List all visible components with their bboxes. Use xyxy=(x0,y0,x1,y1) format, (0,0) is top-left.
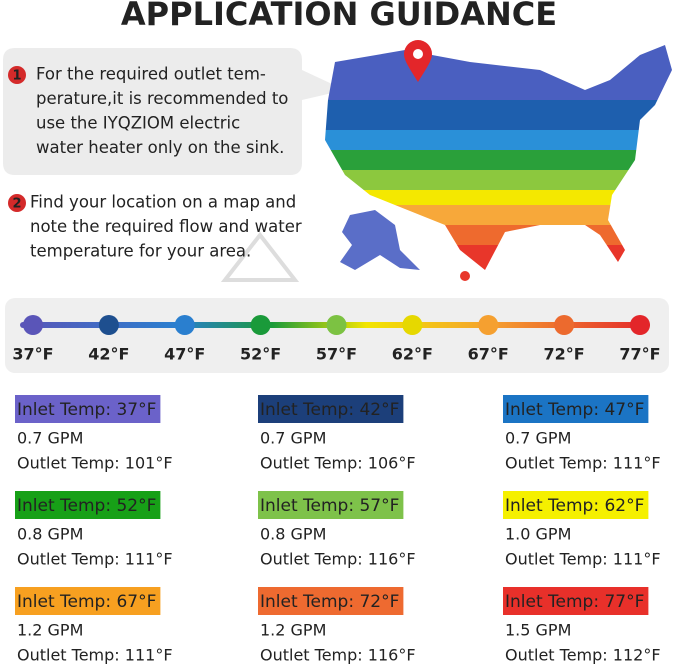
map-pin-dot xyxy=(413,49,423,59)
inlet-label-bg xyxy=(258,395,404,423)
flow: 0.7 GPM xyxy=(17,429,83,448)
inlet-label-bg xyxy=(258,491,404,519)
scale-label: 47°F xyxy=(164,345,205,364)
flow: 0.8 GPM xyxy=(260,525,326,544)
title: APPLICATION GUIDANCE xyxy=(121,0,557,33)
note-badge xyxy=(8,194,26,212)
alaska xyxy=(340,210,420,270)
note-line: perature,it is recommended to xyxy=(36,89,288,108)
note-badge xyxy=(8,66,26,84)
scale-label: 67°F xyxy=(468,345,509,364)
inlet-label: Inlet Temp: 62°F xyxy=(505,496,644,516)
note-line: water heater only on the sink. xyxy=(36,138,284,157)
inlet-label: Inlet Temp: 77°F xyxy=(505,592,644,612)
inlet-label: Inlet Temp: 52°F xyxy=(17,496,156,516)
note-line: use the IYQZIOM electric xyxy=(36,114,240,133)
map-pin xyxy=(404,40,432,82)
scale-label: 72°F xyxy=(544,345,585,364)
flow: 0.8 GPM xyxy=(17,525,83,544)
flow: 1.2 GPM xyxy=(260,621,326,640)
inlet-label-bg xyxy=(15,395,161,423)
scale-panel xyxy=(5,298,669,373)
note-line: Find your location on a map and xyxy=(30,193,296,212)
scale-label: 52°F xyxy=(240,345,281,364)
note-line: For the required outlet tem- xyxy=(36,65,266,84)
outlet-temp: Outlet Temp: 116°F xyxy=(260,646,416,665)
scale-dot xyxy=(174,315,195,335)
scale-label: 62°F xyxy=(392,345,433,364)
flow: 1.0 GPM xyxy=(505,525,571,544)
note-line: temperature for your area. xyxy=(30,242,251,261)
hawaii xyxy=(460,271,470,281)
inlet-label-bg xyxy=(15,491,161,519)
inlet-label-bg xyxy=(258,587,404,615)
outlet-temp: Outlet Temp: 111°F xyxy=(17,646,173,665)
scale-label: 42°F xyxy=(88,345,129,364)
scale-dot xyxy=(402,315,423,335)
outlet-temp: Outlet Temp: 111°F xyxy=(17,550,173,569)
scale-dot xyxy=(630,315,650,335)
inlet-label-bg xyxy=(503,587,649,615)
note-number: 2 xyxy=(12,197,21,212)
inlet-label: Inlet Temp: 37°F xyxy=(17,400,156,420)
inlet-label-bg xyxy=(15,587,161,615)
flow: 1.5 GPM xyxy=(505,621,571,640)
inlet-label-bg xyxy=(503,395,649,423)
outlet-temp: Outlet Temp: 112°F xyxy=(505,646,661,665)
note-panel xyxy=(3,48,345,175)
outlet-temp: Outlet Temp: 116°F xyxy=(260,550,416,569)
outlet-temp: Outlet Temp: 106°F xyxy=(260,454,416,473)
outlet-temp: Outlet Temp: 111°F xyxy=(505,454,661,473)
scale-label: 57°F xyxy=(316,345,357,364)
inlet-label: Inlet Temp: 57°F xyxy=(260,496,399,516)
inlet-label: Inlet Temp: 42°F xyxy=(260,400,399,420)
note-number: 1 xyxy=(12,69,21,84)
inlet-label-bg xyxy=(503,491,649,519)
scale-dot xyxy=(326,315,347,335)
outlet-temp: Outlet Temp: 111°F xyxy=(505,550,661,569)
scale-dot xyxy=(478,315,499,335)
flow: 0.7 GPM xyxy=(505,429,571,448)
flow: 1.2 GPM xyxy=(17,621,83,640)
scale-label: 77°F xyxy=(619,345,660,364)
note-line: note the required flow and water xyxy=(30,217,302,236)
scale-dot xyxy=(23,315,43,335)
inlet-label: Inlet Temp: 72°F xyxy=(260,592,399,612)
scale-dot xyxy=(250,315,271,335)
scale-dot xyxy=(98,315,119,335)
inlet-label: Inlet Temp: 67°F xyxy=(17,592,156,612)
inlet-label: Inlet Temp: 47°F xyxy=(505,400,644,420)
flow: 0.7 GPM xyxy=(260,429,326,448)
warning-icon xyxy=(220,231,300,282)
scale-dot xyxy=(554,315,575,335)
outlet-temp: Outlet Temp: 101°F xyxy=(17,454,173,473)
scale-label: 37°F xyxy=(12,345,53,364)
